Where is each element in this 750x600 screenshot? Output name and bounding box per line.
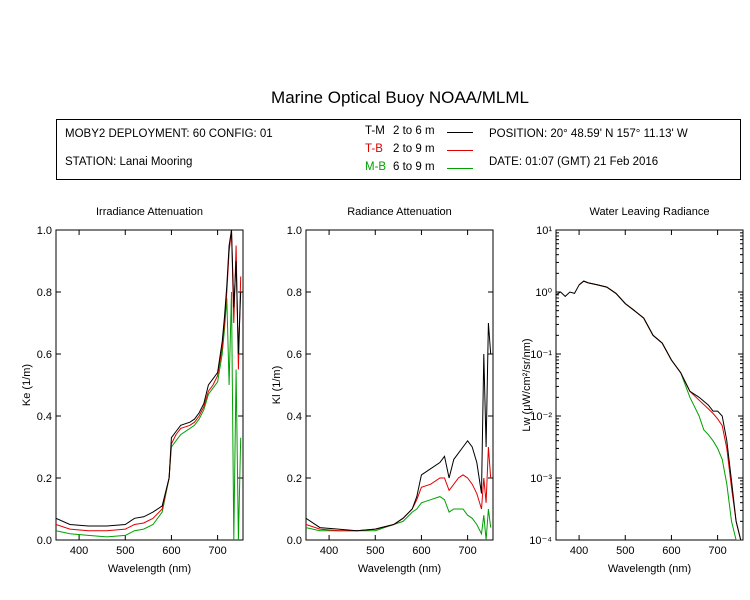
y-tick-label: 10⁰ xyxy=(535,287,552,299)
chart-3: Water Leaving Radiance 400 500 600 700 10⁻⁴ 10… xyxy=(521,206,744,575)
y-tick-label: 0.4 xyxy=(37,411,52,423)
y-tick-label: 0.0 xyxy=(37,535,52,547)
date-text: DATE: 01:07 (GMT) 21 Feb 2016 xyxy=(489,156,659,168)
series-line-t-b xyxy=(56,230,242,532)
legend-range-tm: 2 to 6 m xyxy=(393,125,435,137)
x-tick-label: 500 xyxy=(616,545,634,557)
y-tick-label: 10⁻⁴ xyxy=(529,535,552,547)
y-tick-label: 0.2 xyxy=(287,473,302,485)
legend-code-tm: T-M xyxy=(365,125,385,137)
plot-frame xyxy=(305,229,494,541)
chart-1: Irradiance Attenuation 400 500 600 700 0.0 0.2… xyxy=(21,206,244,575)
x-tick-label: 600 xyxy=(662,545,680,557)
chart-title: Irradiance Attenuation xyxy=(96,206,203,218)
info-box: MOBY2 DEPLOYMENT: 60 CONFIG: 01 STATION:… xyxy=(56,119,741,180)
y-tick-label: 0.4 xyxy=(287,411,302,423)
series-line-m-b xyxy=(306,496,492,540)
legend-line-tm xyxy=(447,132,473,133)
x-tick-label: 400 xyxy=(570,545,588,557)
y-tick-label: 1.0 xyxy=(287,225,302,237)
x-axis-label: Wavelength (nm) xyxy=(608,563,691,575)
y-tick-label: 0.2 xyxy=(37,473,52,485)
chart-2: Radiance Attenuation 400 500 600 700 0.0 0.2 0.… xyxy=(271,206,494,575)
series-line-t-b xyxy=(578,280,742,540)
series-line-t-m xyxy=(556,280,742,540)
legend-code-tb: T-B xyxy=(365,143,383,155)
legend-line-mb xyxy=(447,168,473,169)
y-tick-label: 0.6 xyxy=(37,349,52,361)
x-tick-label: 400 xyxy=(320,545,338,557)
x-tick-label: 700 xyxy=(208,545,226,557)
x-tick-label: 400 xyxy=(70,545,88,557)
y-axis-label: Lw (μW/cm²/sr/nm) xyxy=(521,338,533,431)
y-tick-label: 10⁻¹ xyxy=(530,349,552,361)
deployment-text: MOBY2 DEPLOYMENT: 60 CONFIG: 01 xyxy=(65,128,273,140)
legend-code-mb: M-B xyxy=(365,161,387,173)
station-text: STATION: Lanai Mooring xyxy=(65,156,193,168)
series-line-t-b xyxy=(306,446,492,532)
y-axis-label: Ke (1/m) xyxy=(21,364,33,406)
x-axis-label: Wavelength (nm) xyxy=(108,563,191,575)
x-tick-label: 500 xyxy=(366,545,384,557)
y-tick-label: 0.6 xyxy=(287,349,302,361)
series-line-m-b xyxy=(578,280,741,540)
y-tick-label: 10⁻³ xyxy=(530,473,552,485)
chart-title: Water Leaving Radiance xyxy=(589,206,709,218)
y-tick-label: 10¹ xyxy=(536,225,552,237)
page-title: Marine Optical Buoy NOAA/MLML xyxy=(271,88,529,107)
x-tick-label: 700 xyxy=(458,545,476,557)
series-line-m-b xyxy=(56,291,242,540)
x-tick-label: 700 xyxy=(708,545,726,557)
x-tick-label: 500 xyxy=(116,545,134,557)
series-line-t-m xyxy=(56,230,242,527)
x-tick-label: 600 xyxy=(412,545,430,557)
y-tick-label: 10⁻² xyxy=(530,411,552,423)
y-tick-label: 0.8 xyxy=(287,287,302,299)
plot-frame xyxy=(555,229,744,541)
y-tick-label: 1.0 xyxy=(37,225,52,237)
plot-frame xyxy=(55,229,244,541)
x-tick-label: 600 xyxy=(162,545,180,557)
position-text: POSITION: 20° 48.59' N 157° 11.13' W xyxy=(489,128,688,140)
series-line-t-m xyxy=(306,322,492,532)
y-tick-label: 0.8 xyxy=(37,287,52,299)
y-axis-label: Kl (1/m) xyxy=(271,366,283,405)
chart-title: Radiance Attenuation xyxy=(347,206,452,218)
legend-line-tb xyxy=(447,150,473,151)
x-axis-label: Wavelength (nm) xyxy=(358,563,441,575)
legend-range-tb: 2 to 9 m xyxy=(393,143,435,155)
y-tick-label: 0.0 xyxy=(287,535,302,547)
legend-range-mb: 6 to 9 m xyxy=(393,161,435,173)
